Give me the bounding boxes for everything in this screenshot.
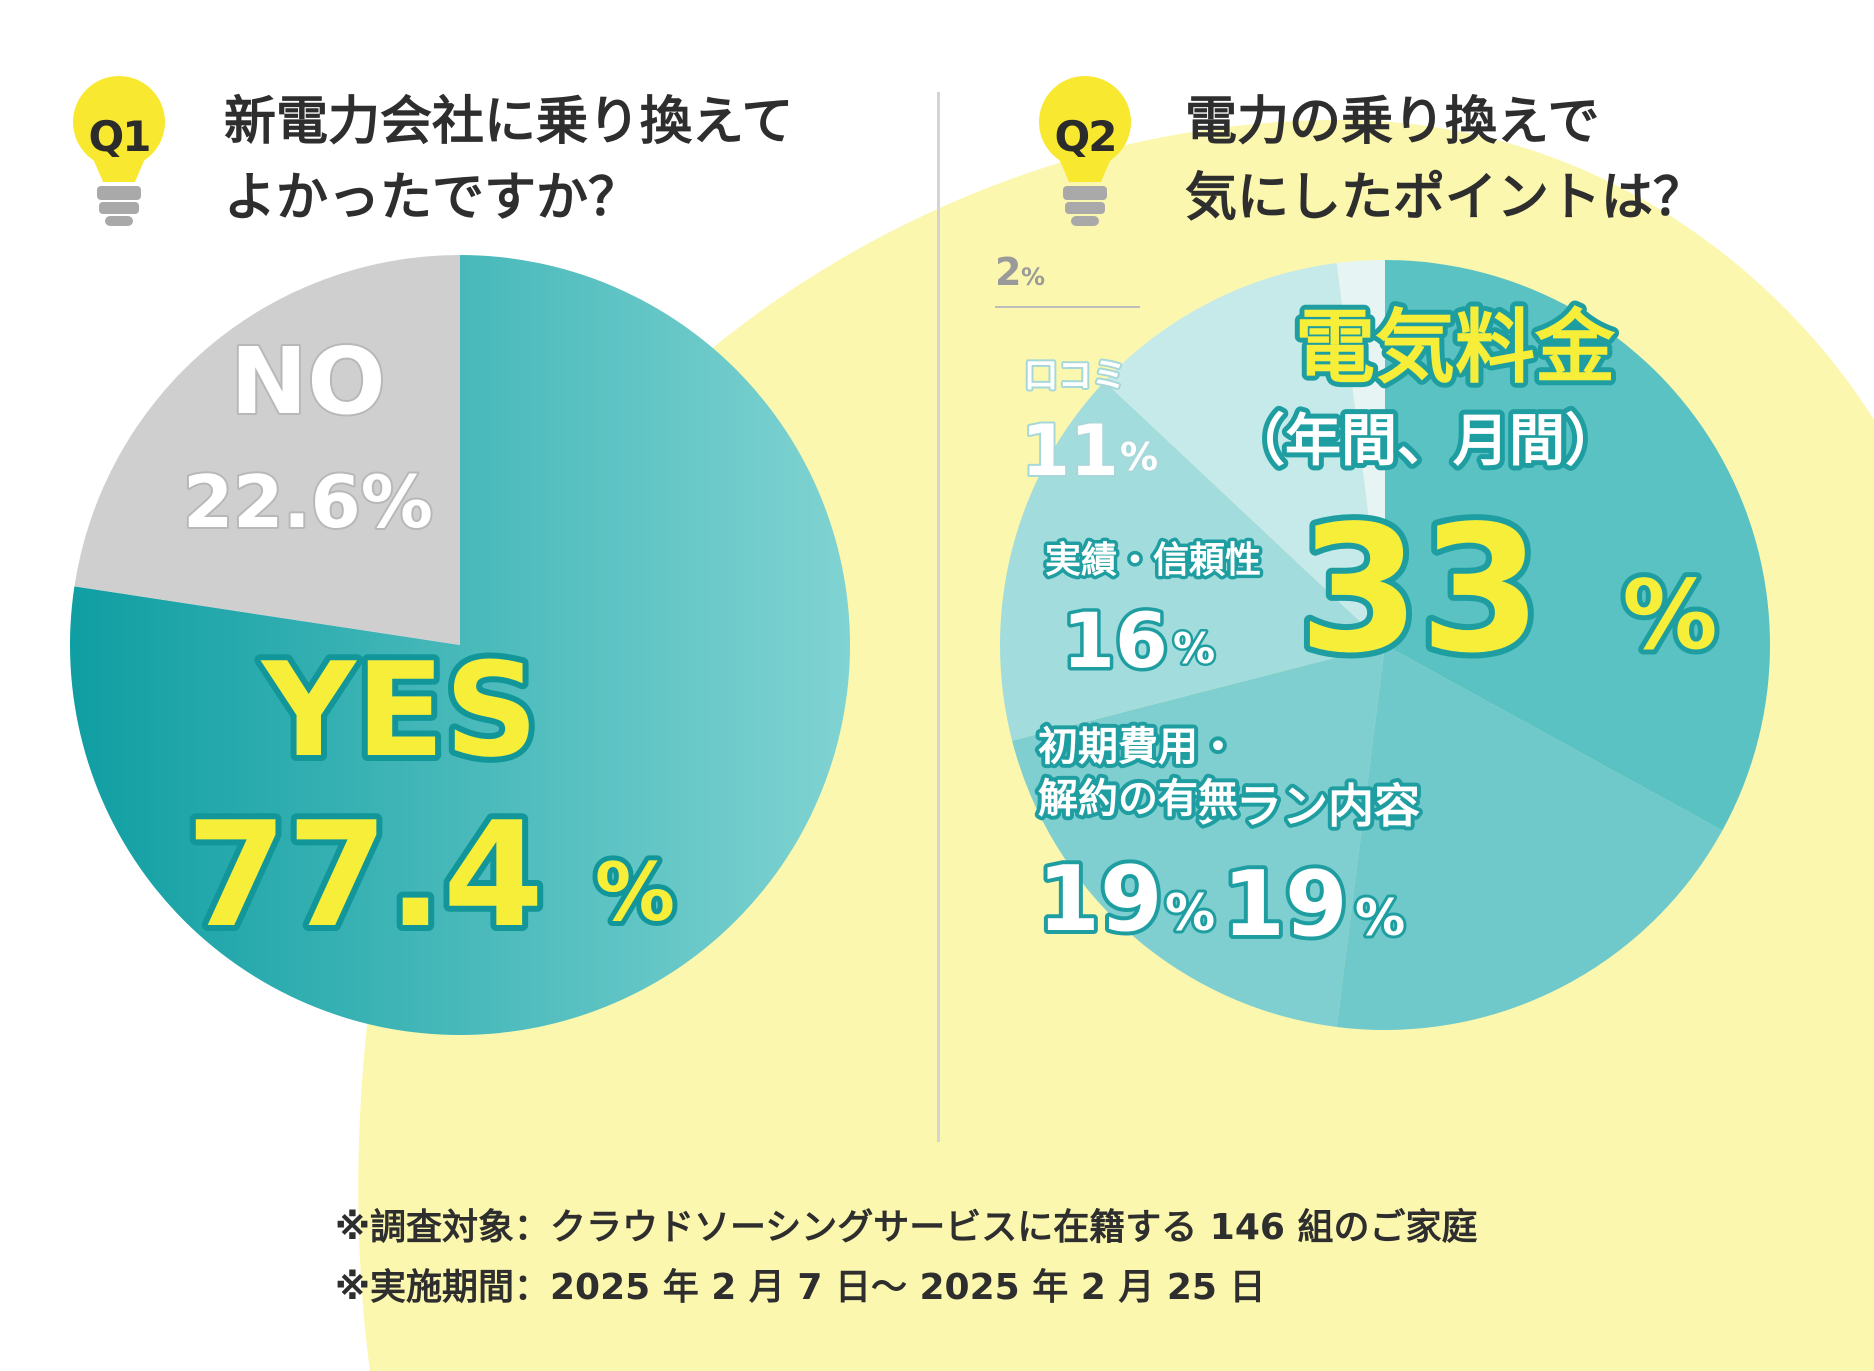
q2-pie-chart: 電気料金 （年間、月間） 33 % プラン内容 19 % 初期費用・解約の有無 19 % 実績・信頼…: [995, 255, 1770, 1030]
footnote-survey-target: ※調査対象：クラウドソーシングサービスに在籍する 146 組のご家庭: [335, 1207, 1478, 1248]
q1-bulb-icon: Q1: [63, 72, 175, 232]
q1-yes-value: 77.4: [186, 791, 544, 960]
q1-slice-0: [70, 255, 850, 1035]
q2-badge: Q2: [1054, 112, 1118, 161]
q2-title-line-2: 気にしたポイントは？: [1185, 168, 1706, 228]
q1-title: 新電力会社に乗り換えて よかったですか？: [224, 84, 793, 236]
q2-title-line-1: 電力の乗り換えで: [1185, 92, 1600, 152]
q2-slice-2-label-line-2: 解約の有無: [1038, 776, 1238, 822]
q2-slice-1: [1336, 645, 1723, 1030]
q2-slice-5: [1336, 260, 1385, 645]
q2-slice-1-unit: %: [1355, 889, 1405, 947]
q2-slice-3: [1000, 381, 1385, 741]
q2-slice-1-value: 19: [1222, 852, 1347, 957]
q2-slice-3-unit: %: [1173, 624, 1215, 673]
q2-slice-0-unit: %: [1622, 561, 1717, 671]
q1-slice-1: [74, 255, 461, 645]
q2-slice-0-label-line-2: （年間、月間）: [1229, 409, 1621, 474]
q1-badge: Q1: [88, 112, 152, 161]
q1-no-value: 22.6%: [183, 460, 433, 544]
q2-slice-2-label-line-1: 初期費用・: [1038, 724, 1238, 770]
q2-slice-0: [1385, 260, 1770, 831]
q1-yes-unit: %: [595, 846, 675, 939]
q2-title: 電力の乗り換えで 気にしたポイントは？: [1185, 84, 1705, 236]
q2-slice-2: [1012, 645, 1385, 1027]
q2-slice-4: [1104, 263, 1385, 645]
q2-slice-3-value: 16: [1062, 596, 1168, 685]
footnote-survey-period: ※実施期間：2025 年 2 月 7 日～ 2025 年 2 月 25 日: [335, 1267, 1266, 1308]
q2-slice-3-label: 実績・信頼性: [1045, 540, 1261, 581]
q2-slice-5-value: 2: [995, 255, 1021, 294]
column-divider: [937, 92, 940, 1142]
q2-slice-5-unit: %: [1021, 263, 1045, 291]
q2-slice-0-label-line-1: 電気料金: [1295, 301, 1616, 394]
q2-slice-4-value: 11: [1021, 410, 1118, 492]
q2-slice-0-value: 33: [1298, 489, 1542, 692]
q1-no-label: NO: [230, 328, 385, 435]
q1-title-line-1: 新電力会社に乗り換えて: [224, 92, 794, 152]
q2-slice-4-unit: %: [1120, 435, 1158, 479]
q2-slice-2-value: 19: [1037, 847, 1162, 952]
q1-title-line-2: よかったですか？: [224, 168, 641, 228]
q2-slice-2-unit: %: [1165, 884, 1215, 942]
q1-yes-label: YES: [260, 634, 539, 786]
q2-slice-1-label: プラン内容: [1190, 779, 1420, 833]
q2-slice-4-label: 口コミ: [1024, 356, 1126, 396]
q2-bulb-icon: Q2: [1029, 72, 1141, 232]
